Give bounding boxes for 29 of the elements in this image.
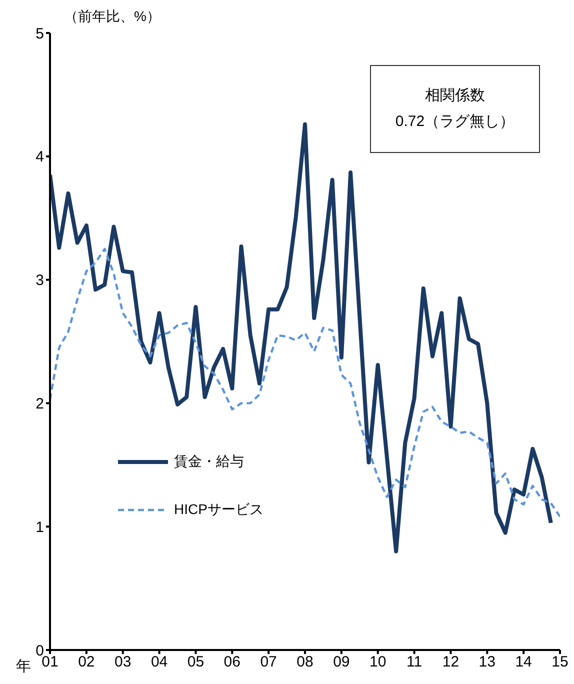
x-tick-label: 07 — [260, 654, 277, 671]
y-tick-label: 2 — [36, 396, 44, 413]
x-tick-label: 12 — [442, 654, 460, 671]
x-tick-label: 10 — [370, 654, 386, 671]
y-tick-label: 1 — [36, 518, 44, 536]
y-tick-label: 4 — [36, 148, 44, 166]
x-tick-label: 03 — [114, 654, 132, 671]
x-tick-label: 05 — [187, 654, 204, 671]
x-tick-label: 06 — [224, 654, 240, 671]
x-tick-label: 04 — [150, 654, 168, 671]
y-tick-label: 0 — [36, 642, 44, 660]
annotation: 0.72（ラグ無し） — [395, 112, 515, 132]
x-tick-label: 15 — [552, 654, 568, 671]
x-tick-label: 13 — [478, 654, 496, 671]
legend-label: HICPサービス — [174, 501, 264, 519]
line-series — [50, 248, 560, 518]
annotation: 相関係数 — [425, 86, 485, 106]
x-tick-label: 08 — [296, 654, 314, 671]
x-tick-label: 09 — [333, 654, 350, 671]
y-tick-label: 5 — [36, 25, 44, 42]
x-axis-title: 年 — [16, 657, 31, 676]
legend-label: 賃金・給与 — [174, 453, 244, 471]
x-tick-label: 14 — [515, 654, 532, 671]
note-frame: 相関係数 0.72（ラグ無し） — [370, 65, 540, 153]
x-tick-label: 11 — [406, 654, 422, 671]
x-tick-label: 01 — [42, 654, 58, 671]
y-axis-title: （前年比、%） — [64, 8, 160, 26]
y-tick-label: 3 — [36, 272, 44, 290]
x-tick-label: 02 — [78, 654, 95, 671]
